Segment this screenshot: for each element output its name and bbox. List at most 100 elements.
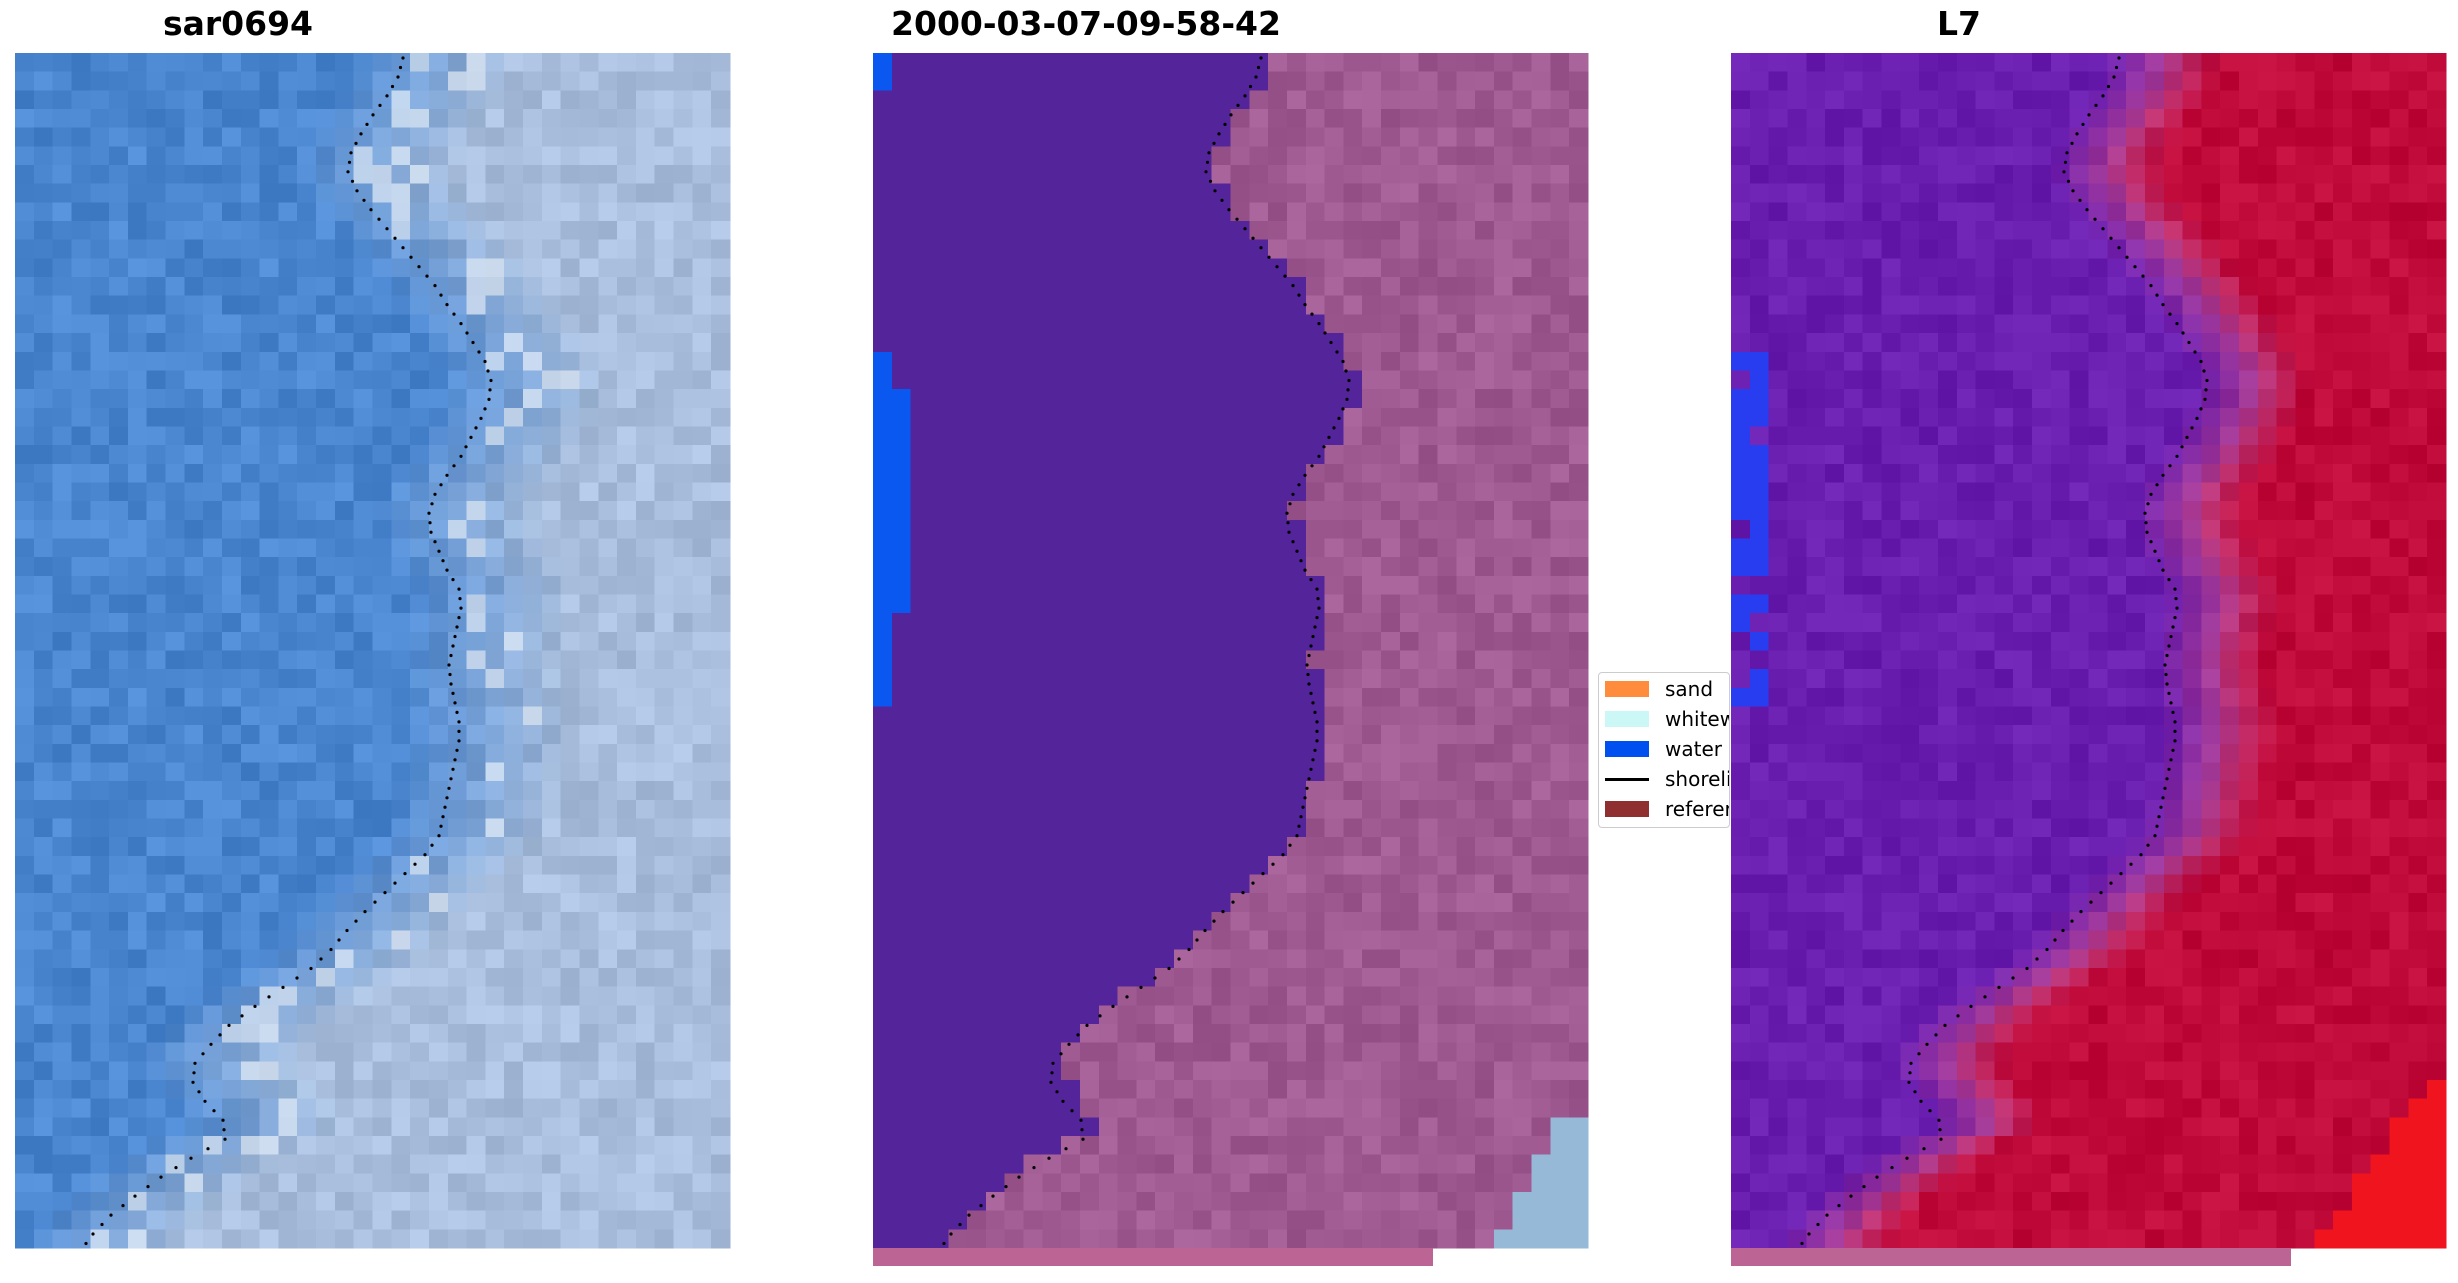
shoreline-point <box>121 1204 125 1208</box>
pixel <box>1211 986 1231 1006</box>
pixel <box>523 314 543 334</box>
pixel <box>617 1229 637 1249</box>
pixel <box>1268 202 1288 222</box>
pixel <box>1174 1210 1194 1230</box>
pixel <box>1268 519 1288 539</box>
pixel <box>692 781 712 801</box>
pixel <box>541 1173 562 1193</box>
pixel <box>297 1210 317 1230</box>
pixel <box>1286 295 1307 315</box>
pixel <box>52 538 72 558</box>
pixel <box>1098 351 1119 371</box>
pixel <box>1117 613 1137 633</box>
pixel <box>165 986 185 1006</box>
pixel <box>353 781 373 801</box>
pixel <box>617 631 637 651</box>
pixel <box>1305 1135 1326 1156</box>
pixel <box>673 426 693 446</box>
pixel <box>617 613 637 633</box>
pixel <box>221 781 242 801</box>
pixel <box>428 333 449 353</box>
pixel <box>221 407 242 427</box>
pixel <box>654 930 675 950</box>
pixel <box>1155 874 1175 894</box>
pixel <box>560 71 580 91</box>
pixel <box>1569 71 1589 91</box>
pixel <box>1155 631 1175 651</box>
pixel <box>1211 613 1231 633</box>
pixel <box>428 1079 449 1100</box>
pixel <box>1079 183 1100 203</box>
pixel <box>1550 333 1570 353</box>
pixel <box>967 949 987 969</box>
pixel <box>617 202 637 222</box>
shoreline-point <box>221 1118 225 1122</box>
pixel <box>1305 1191 1326 1212</box>
pixel <box>673 538 693 558</box>
pixel <box>1418 650 1438 670</box>
pixel <box>1531 650 1551 670</box>
pixel <box>1117 911 1137 932</box>
pixel <box>617 482 637 502</box>
pixel <box>1493 1154 1514 1174</box>
pixel <box>259 1042 279 1062</box>
pixel <box>466 687 486 708</box>
pixel <box>15 911 35 932</box>
pixel <box>447 1173 468 1193</box>
pixel <box>579 333 599 353</box>
pixel <box>635 874 656 894</box>
pixel <box>929 687 949 708</box>
pixel <box>391 1023 411 1044</box>
pixel <box>334 53 355 73</box>
pixel <box>1174 706 1194 726</box>
pixel <box>1493 911 1514 932</box>
pixel <box>1512 743 1533 764</box>
pixel <box>1550 239 1570 259</box>
pixel <box>485 986 505 1006</box>
pixel <box>654 127 675 147</box>
pixel <box>910 538 930 558</box>
pixel <box>1512 594 1533 614</box>
pixel <box>1286 1173 1307 1193</box>
pixel <box>1079 1098 1100 1118</box>
pixel <box>1098 1098 1119 1118</box>
pixel <box>1079 1042 1100 1062</box>
pixel <box>1493 127 1514 147</box>
pixel <box>203 389 223 409</box>
pixel <box>1531 1098 1551 1118</box>
pixel <box>654 165 675 185</box>
pixel <box>1286 90 1307 110</box>
shoreline-point <box>453 758 457 762</box>
pixel <box>1098 258 1119 278</box>
pixel <box>711 239 731 259</box>
pixel <box>90 277 110 297</box>
pixel <box>372 1061 392 1081</box>
pixel <box>1155 277 1175 297</box>
pixel <box>1493 538 1514 558</box>
pixel <box>1475 463 1495 483</box>
pixel <box>127 949 148 969</box>
pixel <box>1079 426 1100 446</box>
pixel <box>541 538 562 558</box>
pixel <box>165 1173 185 1193</box>
pixel <box>1004 314 1025 334</box>
pixel <box>1569 930 1589 950</box>
pixel <box>929 725 949 745</box>
pixel <box>1268 930 1288 950</box>
pixel <box>654 967 675 988</box>
pixel <box>967 445 987 465</box>
pixel <box>948 314 968 334</box>
pixel <box>1381 71 1401 91</box>
pixel <box>1136 407 1156 427</box>
pixel <box>259 575 279 595</box>
pixel <box>1268 407 1288 427</box>
pixel <box>1399 109 1420 129</box>
pixel <box>221 426 242 446</box>
pixel <box>391 1154 411 1174</box>
pixel <box>948 1154 968 1174</box>
pixel <box>1305 557 1326 577</box>
shoreline-point <box>483 407 487 411</box>
pixel <box>1249 407 1269 427</box>
pixel <box>579 538 599 558</box>
pixel <box>259 594 279 614</box>
